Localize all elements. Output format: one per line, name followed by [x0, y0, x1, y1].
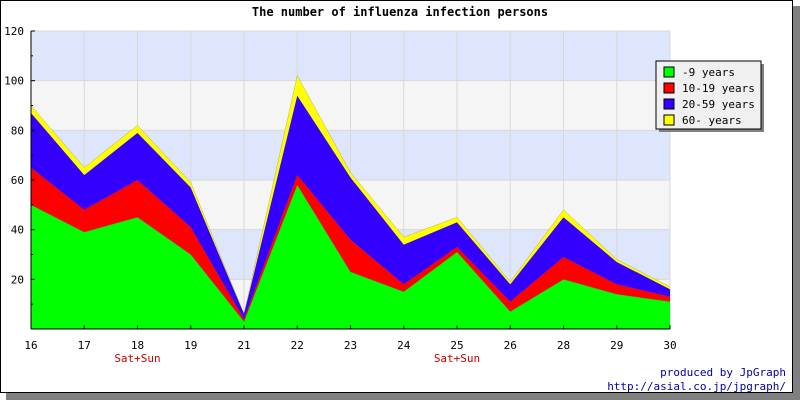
legend: -9 years 10-19 years 20-59 years 60- years	[655, 60, 764, 132]
x-tick-label: 21	[237, 339, 250, 352]
area-series-2	[31, 167, 670, 322]
x-tick-label: 16	[24, 339, 37, 352]
frame-shadow-bottom	[6, 393, 800, 400]
x-tick-label: 30	[663, 339, 676, 352]
x-tick-label: 29	[610, 339, 623, 352]
chart-title: The number of influenza infection person…	[252, 5, 548, 19]
x-tick-label: 28	[557, 339, 570, 352]
legend-swatch	[663, 98, 675, 110]
y-tick-label: 20	[11, 273, 24, 286]
y-tick-label: 60	[11, 174, 24, 187]
legend-swatch	[663, 114, 675, 126]
y-tick-label: 120	[4, 25, 24, 38]
area-series-3	[31, 95, 670, 320]
x-tick-label: 24	[397, 339, 411, 352]
area-series-group	[30, 75, 671, 329]
x-tick-label: 26	[504, 339, 517, 352]
x-tick-label: 17	[78, 339, 91, 352]
x-tick-label: 25	[450, 339, 463, 352]
weekend-annotation: Sat+Sun	[434, 352, 480, 365]
x-tick-label: 19	[184, 339, 197, 352]
x-tick-label: 18	[131, 339, 144, 352]
y-tick-label: 40	[11, 224, 24, 237]
credit-line-1: produced by JpGraph	[660, 366, 786, 379]
y-tick-label: 80	[11, 124, 24, 137]
area-series-1	[31, 184, 670, 329]
y-tick-label: 100	[4, 75, 24, 88]
credit-line-2: http://asial.co.jp/jpgraph/	[607, 380, 786, 393]
annotations: Sat+Sun Sat+Sun	[114, 352, 480, 365]
legend-label: 60- years	[682, 114, 742, 127]
frame-shadow-right	[793, 6, 800, 400]
x-tick-label: 22	[291, 339, 304, 352]
legend-label: 10-19 years	[682, 82, 755, 95]
legend-label: 20-59 years	[682, 98, 755, 111]
legend-swatch	[663, 82, 675, 94]
legend-label: -9 years	[682, 66, 735, 79]
weekend-annotation: Sat+Sun	[114, 352, 160, 365]
x-tick-label: 23	[344, 339, 357, 352]
tick-labels: 20 40 60 80 100 120 16 17 18 19 21 22 23 24 25 26 28 29 30	[4, 25, 677, 352]
axes	[30, 30, 671, 330]
legend-swatch	[663, 66, 675, 78]
area-series-outline-4	[30, 75, 671, 315]
